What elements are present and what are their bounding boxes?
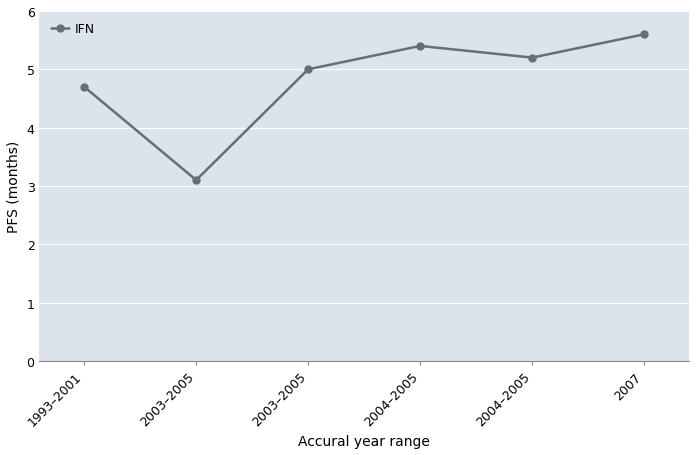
IFN — [528, 56, 537, 61]
IFN — [416, 44, 425, 50]
Line: IFN: IFN — [81, 32, 648, 184]
IFN — [80, 85, 88, 90]
Legend: IFN: IFN — [46, 18, 100, 41]
IFN — [640, 32, 649, 38]
IFN — [192, 178, 200, 183]
Y-axis label: PFS (months): PFS (months) — [7, 141, 21, 233]
IFN — [304, 67, 313, 73]
X-axis label: Accural year range: Accural year range — [299, 434, 430, 448]
